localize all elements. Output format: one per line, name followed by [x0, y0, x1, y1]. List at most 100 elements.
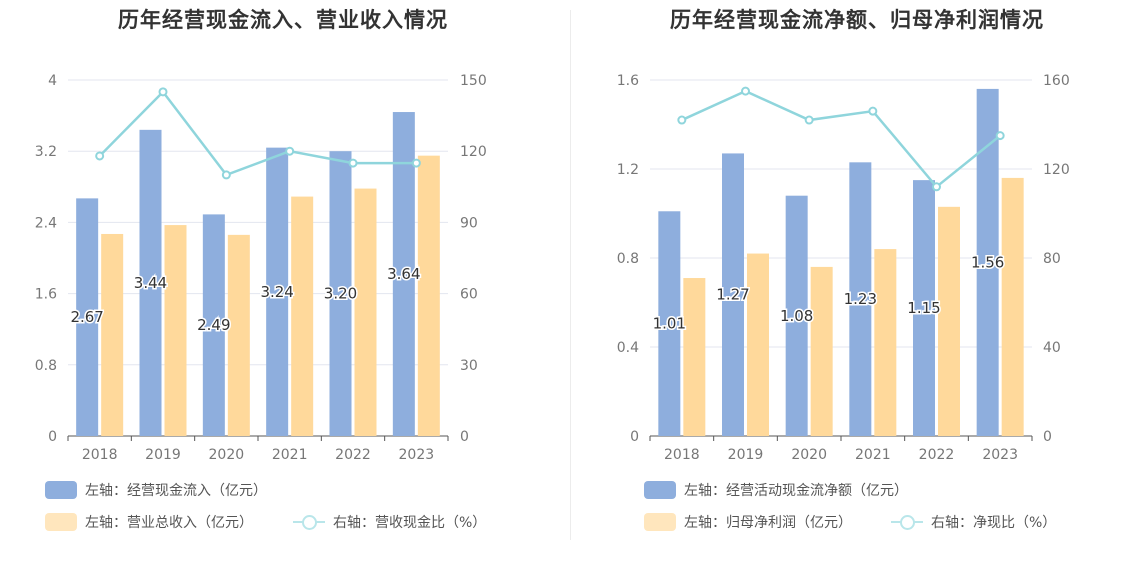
legend-label: 左轴：归母净利润（亿元） [684, 515, 852, 531]
bar-data-label: 3.44 [134, 274, 167, 292]
x-axis-tick-label: 2021 [272, 447, 308, 463]
line-point [95, 151, 105, 161]
right-axis-tick-label: 60 [460, 287, 478, 303]
line-point [677, 115, 687, 125]
x-axis-tick-label: 2019 [145, 447, 181, 463]
bar-primary [76, 198, 99, 436]
bar-data-label: 2.67 [70, 308, 103, 326]
left-axis-tick-label: 1.6 [35, 287, 57, 303]
bar-secondary [1001, 177, 1024, 436]
right-axis-tick-label: 120 [1043, 162, 1070, 178]
right-axis-tick-label: 0 [460, 429, 469, 445]
series-line [98, 89, 417, 177]
bar-data-label: 3.64 [387, 265, 420, 283]
left-axis-tick-label: 2.4 [35, 215, 57, 231]
line-point [221, 170, 231, 180]
legend-item-revenue[interactable]: 左轴：营业总收入（亿元） [45, 512, 253, 532]
legend-label: 右轴：营收现金比（%） [333, 515, 487, 531]
bar-data-label: 1.08 [780, 307, 813, 325]
line-point [741, 86, 750, 96]
right-axis-tick-label: 0 [1043, 429, 1052, 445]
right-axis-tick-label: 150 [460, 73, 487, 89]
bar-primary [722, 153, 744, 437]
bar-data-label: 1.01 [653, 315, 686, 333]
x-axis-tick-label: 2020 [209, 447, 245, 463]
bar-secondary [417, 155, 440, 436]
legend-item-revenue-cash-ratio[interactable]: 右轴：营收现金比（%） [293, 512, 486, 532]
legend-label: 左轴：营业总收入（亿元） [85, 515, 253, 531]
left-axis-tick-label: 0 [630, 429, 639, 445]
bar-secondary [683, 278, 706, 436]
line-point [158, 87, 168, 97]
x-axis-tick-label: 2018 [82, 447, 118, 463]
bar-data-label: 1.15 [907, 299, 940, 317]
right-axis-tick-label: 30 [460, 358, 478, 374]
bar-primary [329, 151, 352, 436]
left-axis-tick-label: 1.2 [617, 162, 639, 178]
chart-canvas: 0 0.4 0.8 1.2 1.6 0 40 80 120 160 2018 2019 2020 2021… [617, 73, 1070, 463]
x-axis-tick-label: 2020 [791, 447, 827, 463]
legend-swatch-line-icon [293, 513, 325, 531]
chart-panel-cash-inflow: 历年经营现金流入、营业收入情况 0 0.8 1.6 2.4 3.2 4 0 30 60 90 120… [0, 0, 566, 582]
legend-swatch-line-icon [891, 513, 923, 531]
legend-label: 左轴：经营现金流入（亿元） [85, 483, 267, 499]
left-axis-tick-label: 1.6 [617, 73, 639, 89]
bar-secondary [164, 225, 187, 436]
bar-primary [658, 211, 681, 436]
line-point [995, 131, 1005, 141]
legend-item-net-profit[interactable]: 左轴：归母净利润（亿元） [644, 512, 852, 532]
left-axis-tick-label: 0.8 [617, 251, 639, 267]
legend-swatch-bar-yellow [644, 513, 676, 531]
bar-primary [849, 162, 872, 436]
legend-item-net-cash-flow[interactable]: 左轴：经营活动现金流净额（亿元） [644, 480, 908, 500]
left-axis-tick-label: 4 [48, 73, 57, 89]
legend-item-cash-inflow[interactable]: 左轴：经营现金流入（亿元） [45, 480, 267, 500]
bar-data-label: 3.20 [324, 285, 357, 303]
bar-secondary [101, 233, 124, 436]
legend-item-net-cash-ratio[interactable]: 右轴：净现比（%） [891, 512, 1056, 532]
x-axis-tick-label: 2023 [982, 447, 1018, 463]
right-axis-tick-label: 80 [1043, 251, 1061, 267]
x-axis-tick-label: 2023 [399, 447, 435, 463]
x-axis-tick-label: 2021 [855, 447, 891, 463]
chart-title: 历年经营现金流净额、归母净利润情况 [670, 8, 1044, 32]
right-axis-tick-label: 120 [460, 144, 487, 160]
bar-data-label: 3.24 [260, 283, 293, 301]
legend-label: 左轴：经营活动现金流净额（亿元） [684, 483, 908, 499]
bar-data-label: 2.49 [197, 316, 230, 334]
legend-swatch-bar-blue [644, 481, 676, 499]
bar-secondary [874, 249, 897, 436]
bar-primary [392, 112, 415, 436]
line-point [932, 182, 941, 192]
right-axis-tick-label: 160 [1043, 73, 1070, 89]
bar-secondary [747, 253, 769, 436]
legend-label: 右轴：净现比（%） [931, 515, 1057, 531]
x-axis-tick-label: 2018 [664, 447, 700, 463]
x-axis-tick-label: 2022 [919, 447, 955, 463]
bar-primary [785, 195, 808, 436]
right-axis-tick-label: 90 [460, 215, 478, 231]
bar-primary [202, 214, 225, 436]
x-axis-tick-label: 2019 [728, 447, 764, 463]
panel-divider [570, 10, 571, 540]
right-axis-tick-label: 40 [1043, 340, 1061, 356]
left-axis-tick-label: 3.2 [35, 144, 57, 160]
left-axis-tick-label: 0.4 [617, 340, 639, 356]
bar-primary [139, 129, 162, 436]
bar-primary [913, 180, 935, 436]
bar-data-label: 1.23 [844, 290, 877, 308]
bar-secondary [291, 196, 314, 436]
left-axis-tick-label: 0.8 [35, 358, 57, 374]
series-line [681, 89, 1001, 189]
line-point [804, 115, 814, 125]
chart-title: 历年经营现金流入、营业收入情况 [118, 8, 448, 32]
bar-primary [976, 88, 999, 437]
bar-secondary [938, 206, 960, 436]
bar-data-label: 1.27 [716, 286, 749, 304]
bar-primary [266, 147, 289, 436]
line-point [285, 146, 295, 156]
line-point [348, 158, 358, 168]
left-axis-tick-label: 0 [48, 429, 57, 445]
bar-secondary [354, 188, 377, 436]
